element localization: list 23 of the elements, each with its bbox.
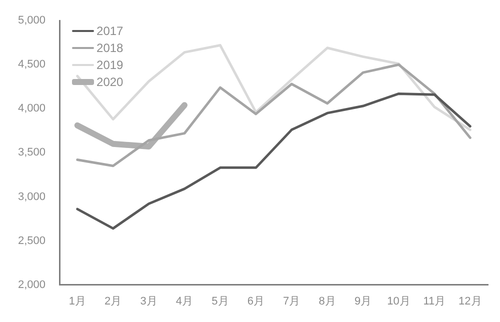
x-tick-label: 1月 [68,295,86,308]
x-tick-label: 10月 [387,295,410,308]
y-tick-label: 5,000 [18,14,46,27]
x-tick-label: 3月 [140,295,158,308]
x-tick-label: 6月 [247,295,264,308]
x-tick-label: 9月 [354,295,372,308]
x-tick-label: 7月 [283,295,300,308]
y-tick-label: 3,000 [18,190,46,203]
legend-label: 2020 [96,75,124,90]
x-tick-label: 4月 [176,295,194,308]
legend-label: 2018 [96,41,124,56]
x-tick-label: 12月 [458,295,482,308]
y-tick-label: 3,500 [18,146,46,159]
x-tick-label: 2月 [104,295,122,308]
legend-label: 2019 [96,58,124,72]
y-tick-label: 4,000 [18,102,46,115]
legend-label: 2017 [96,24,124,38]
x-tick-label: 11月 [423,295,446,308]
y-tick-label: 2,000 [18,278,46,291]
y-tick-label: 2,500 [18,234,46,247]
x-tick-label: 5月 [212,295,229,308]
y-tick-label: 4,500 [18,58,46,71]
x-tick-label: 8月 [318,295,336,308]
